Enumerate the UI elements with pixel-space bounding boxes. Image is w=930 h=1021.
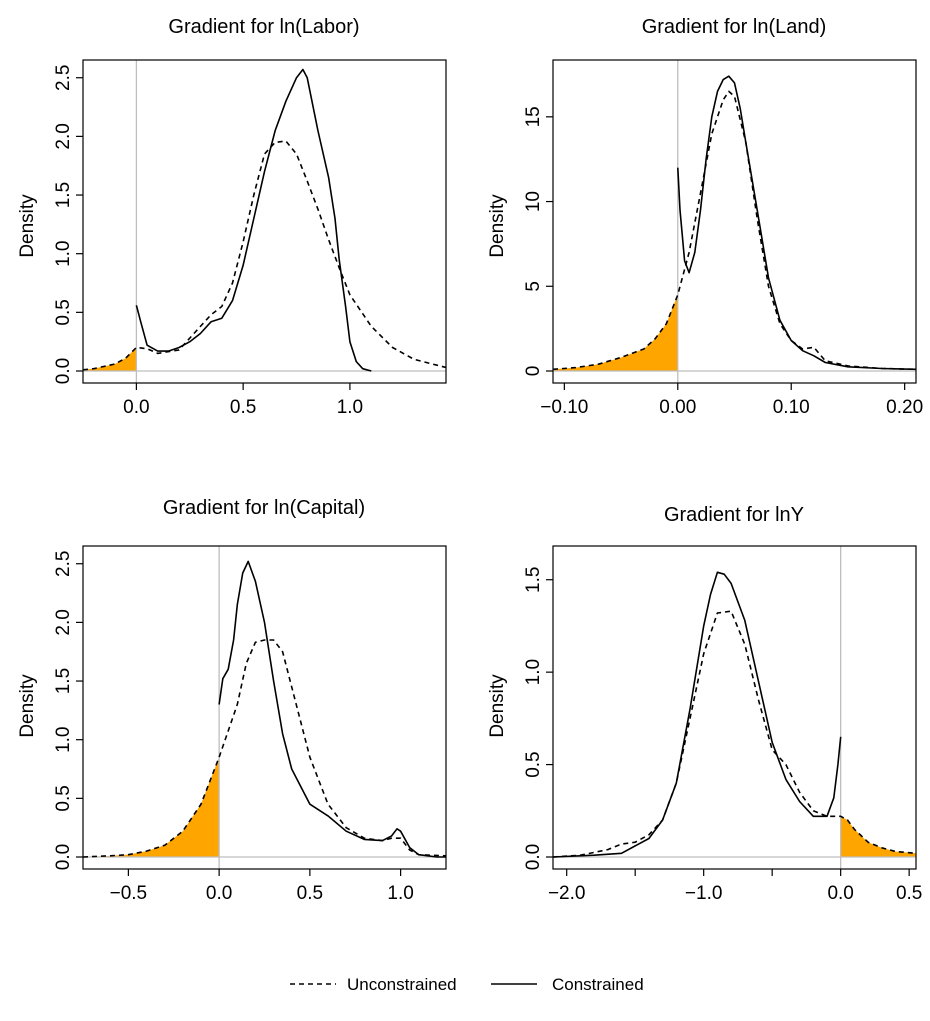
y-tick-label: 2.5 [53,551,74,577]
plot-area: −0.10 0.00 0.10 0.20 0 5 10 15 [523,59,923,418]
x-tick-label: −0.5 [110,883,148,904]
legend: Unconstrained Constrained [290,975,644,994]
series-line-unconstrained [553,610,916,858]
y-tick-label: 0.0 [523,844,544,870]
panel-capital: Gradient for ln(Capital) −0.5 0.0 0.5 1.0 0.… [17,497,447,904]
y-tick-label: 0.0 [53,844,74,870]
panel-title: Gradient for ln(Capital) [163,497,365,519]
y-tick-label: 2.0 [53,609,74,635]
y-tick-label: 15 [523,106,544,127]
y-axis-label: Density [487,674,508,738]
plot-area: −0.5 0.0 0.5 1.0 0.0 0.5 1.0 1.5 2.0 2.5 [53,545,447,904]
y-tick-label: 1.0 [53,240,74,266]
series-line-constrained [677,75,916,371]
series-line-constrained [135,68,372,372]
y-tick-label: 2.0 [53,123,74,149]
panel-labor: Gradient for ln(Labor) 0.0 0.5 1.0 0.0 0.5 1.… [17,16,447,418]
series-line-constrained [553,571,842,858]
x-tick-label: −0.10 [540,397,588,418]
series-line-unconstrained [83,639,446,858]
x-tick-label: 0.10 [773,397,810,418]
legend-constrained-label: Constrained [552,975,644,994]
y-tick-label: 0.5 [53,785,74,811]
plot-frame [552,545,917,870]
y-axis-label: Density [17,194,38,258]
x-tick-label: 0.5 [230,397,256,418]
panel-title: Gradient for ln(Labor) [168,16,359,38]
plot-frame [552,59,917,384]
panel-title: Gradient for ln(Land) [642,16,827,38]
data-layer [553,60,916,383]
plot-frame [82,545,447,870]
x-tick-label: 0.20 [886,397,923,418]
panel-lny: Gradient for lnY −2.0 −1.0 0.0 0.5 0.0 0.5 1.0… [487,504,922,904]
y-tick-label: 0 [523,366,544,377]
shaded-tail-area [840,816,916,857]
x-tick-label: 0.00 [659,397,696,418]
y-tick-label: 1.5 [53,182,74,208]
panel-land: Gradient for ln(Land) −0.10 0.00 0.10 0.20 0… [487,16,923,418]
series-line-unconstrained [83,140,446,371]
plot-area: 0.0 0.5 1.0 0.0 0.5 1.0 1.5 2.0 2.5 [53,59,447,418]
series-line-unconstrained [553,90,916,371]
shaded-tail-area [83,757,220,857]
y-axis-label: Density [17,674,38,738]
shaded-tail-area [553,294,678,371]
plot-frame [82,59,447,384]
y-tick-label: 1.0 [523,659,544,685]
x-tick-label: −2.0 [548,883,586,904]
x-tick-label: 0.0 [827,883,853,904]
panel-title: Gradient for lnY [664,504,804,526]
y-tick-label: 1.5 [53,668,74,694]
x-tick-label: −1.0 [685,883,723,904]
x-tick-label: 0.0 [206,883,232,904]
x-tick-label: 0.0 [123,397,149,418]
legend-unconstrained-label: Unconstrained [347,975,457,994]
plot-area: −2.0 −1.0 0.0 0.5 0.0 0.5 1.0 1.5 [523,545,922,904]
x-tick-label: 1.0 [337,397,363,418]
data-layer [553,546,916,869]
shaded-tail-area [83,347,137,371]
data-layer [83,60,446,383]
y-tick-label: 0.5 [53,299,74,325]
y-tick-label: 5 [523,281,544,292]
y-tick-label: 2.5 [53,65,74,91]
x-tick-label: 0.5 [297,883,323,904]
y-tick-label: 10 [523,191,544,212]
y-axis-label: Density [487,194,508,258]
y-tick-label: 0.0 [53,358,74,384]
x-tick-label: 1.0 [387,883,413,904]
y-tick-label: 1.0 [53,726,74,752]
series-line-constrained [218,560,446,858]
x-tick-label: 0.5 [896,883,922,904]
y-tick-label: 1.5 [523,567,544,593]
data-layer [83,546,446,869]
y-tick-label: 0.5 [523,751,544,777]
